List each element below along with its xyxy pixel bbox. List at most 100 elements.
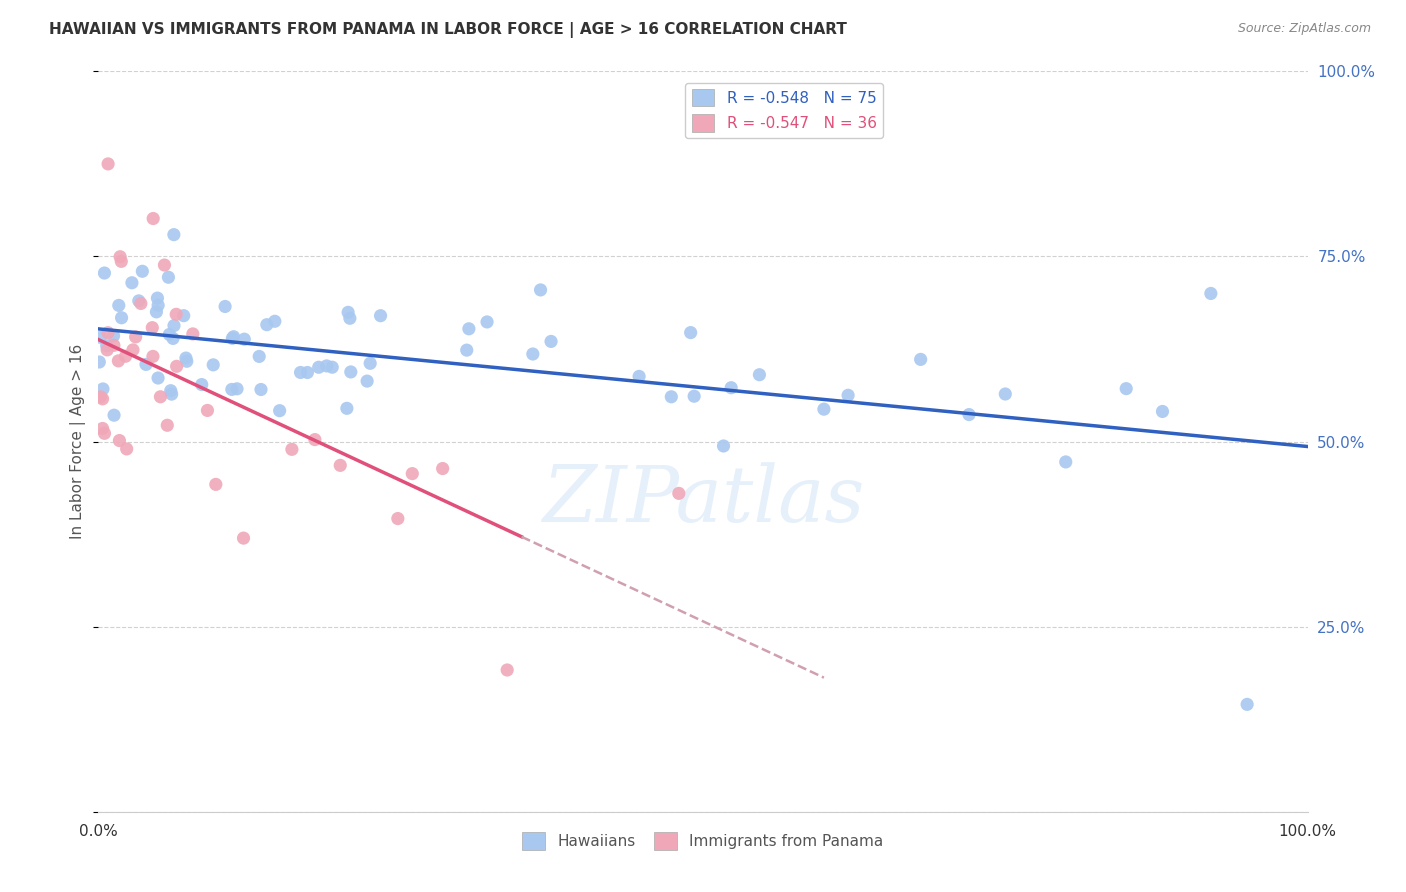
Y-axis label: In Labor Force | Age > 16: In Labor Force | Age > 16 bbox=[69, 344, 86, 539]
Point bbox=[115, 442, 138, 456]
Point bbox=[91, 392, 114, 406]
Point bbox=[93, 426, 115, 441]
Point bbox=[308, 360, 330, 375]
Point bbox=[103, 338, 125, 352]
Point bbox=[97, 326, 120, 340]
Point bbox=[297, 366, 319, 380]
Point bbox=[339, 311, 361, 326]
Legend: Hawaiians, Immigrants from Panama: Hawaiians, Immigrants from Panama bbox=[516, 826, 890, 856]
Point bbox=[197, 403, 219, 417]
Point bbox=[107, 354, 129, 368]
Point bbox=[720, 381, 742, 395]
Point bbox=[135, 358, 157, 372]
Point bbox=[103, 328, 125, 343]
Point bbox=[166, 359, 188, 374]
Text: Source: ZipAtlas.com: Source: ZipAtlas.com bbox=[1237, 22, 1371, 36]
Point bbox=[108, 434, 131, 448]
Point bbox=[89, 330, 111, 344]
Point bbox=[813, 402, 835, 417]
Point bbox=[89, 355, 111, 369]
Point bbox=[304, 433, 326, 447]
Point bbox=[149, 390, 172, 404]
Point bbox=[356, 374, 378, 388]
Point bbox=[336, 401, 359, 416]
Point bbox=[457, 322, 479, 336]
Point bbox=[110, 310, 132, 325]
Point bbox=[668, 486, 690, 500]
Point bbox=[679, 326, 702, 340]
Point bbox=[281, 442, 304, 457]
Point bbox=[181, 326, 204, 341]
Point bbox=[93, 266, 115, 280]
Point bbox=[114, 349, 136, 363]
Point bbox=[359, 356, 381, 370]
Point bbox=[91, 382, 114, 396]
Point bbox=[160, 387, 183, 401]
Point bbox=[96, 343, 118, 357]
Point bbox=[142, 350, 165, 364]
Point bbox=[174, 351, 197, 365]
Point bbox=[156, 418, 179, 433]
Point bbox=[232, 531, 254, 545]
Point bbox=[146, 298, 169, 312]
Point bbox=[250, 383, 273, 397]
Point bbox=[628, 369, 651, 384]
Point bbox=[129, 296, 152, 310]
Point bbox=[173, 309, 195, 323]
Point bbox=[540, 334, 562, 349]
Point bbox=[221, 383, 243, 397]
Point bbox=[97, 157, 120, 171]
Point bbox=[1236, 698, 1258, 712]
Point bbox=[994, 387, 1017, 401]
Point bbox=[204, 477, 226, 491]
Point bbox=[162, 331, 184, 345]
Point bbox=[321, 360, 343, 375]
Point bbox=[837, 388, 859, 402]
Point bbox=[122, 343, 145, 357]
Point bbox=[157, 327, 180, 342]
Point bbox=[748, 368, 770, 382]
Point bbox=[91, 421, 114, 435]
Point bbox=[1054, 455, 1077, 469]
Text: ZIPatlas: ZIPatlas bbox=[541, 463, 865, 539]
Point bbox=[163, 318, 186, 333]
Point bbox=[522, 347, 544, 361]
Point bbox=[233, 332, 256, 346]
Point bbox=[163, 227, 186, 242]
Point bbox=[370, 309, 392, 323]
Point bbox=[110, 254, 132, 268]
Point bbox=[456, 343, 478, 358]
Point bbox=[145, 305, 167, 319]
Point bbox=[387, 511, 409, 525]
Point bbox=[141, 320, 163, 334]
Point bbox=[153, 258, 176, 272]
Point bbox=[142, 211, 165, 226]
Point bbox=[1152, 404, 1174, 418]
Text: HAWAIIAN VS IMMIGRANTS FROM PANAMA IN LABOR FORCE | AGE > 16 CORRELATION CHART: HAWAIIAN VS IMMIGRANTS FROM PANAMA IN LA… bbox=[49, 22, 846, 38]
Point bbox=[165, 307, 187, 321]
Point bbox=[337, 305, 360, 319]
Point bbox=[221, 331, 243, 345]
Point bbox=[96, 339, 118, 353]
Point bbox=[89, 390, 111, 404]
Point bbox=[190, 377, 212, 392]
Point bbox=[263, 314, 285, 328]
Point bbox=[290, 366, 312, 380]
Point bbox=[107, 298, 129, 312]
Point bbox=[529, 283, 551, 297]
Point bbox=[159, 384, 181, 398]
Point bbox=[226, 382, 249, 396]
Point bbox=[176, 354, 198, 368]
Point bbox=[340, 365, 363, 379]
Point bbox=[108, 250, 131, 264]
Point bbox=[496, 663, 519, 677]
Point bbox=[146, 371, 169, 385]
Point bbox=[202, 358, 225, 372]
Point bbox=[315, 359, 337, 373]
Point bbox=[683, 389, 706, 403]
Point bbox=[214, 300, 236, 314]
Point bbox=[269, 403, 291, 417]
Point bbox=[121, 276, 143, 290]
Point bbox=[103, 408, 125, 422]
Point bbox=[222, 330, 245, 344]
